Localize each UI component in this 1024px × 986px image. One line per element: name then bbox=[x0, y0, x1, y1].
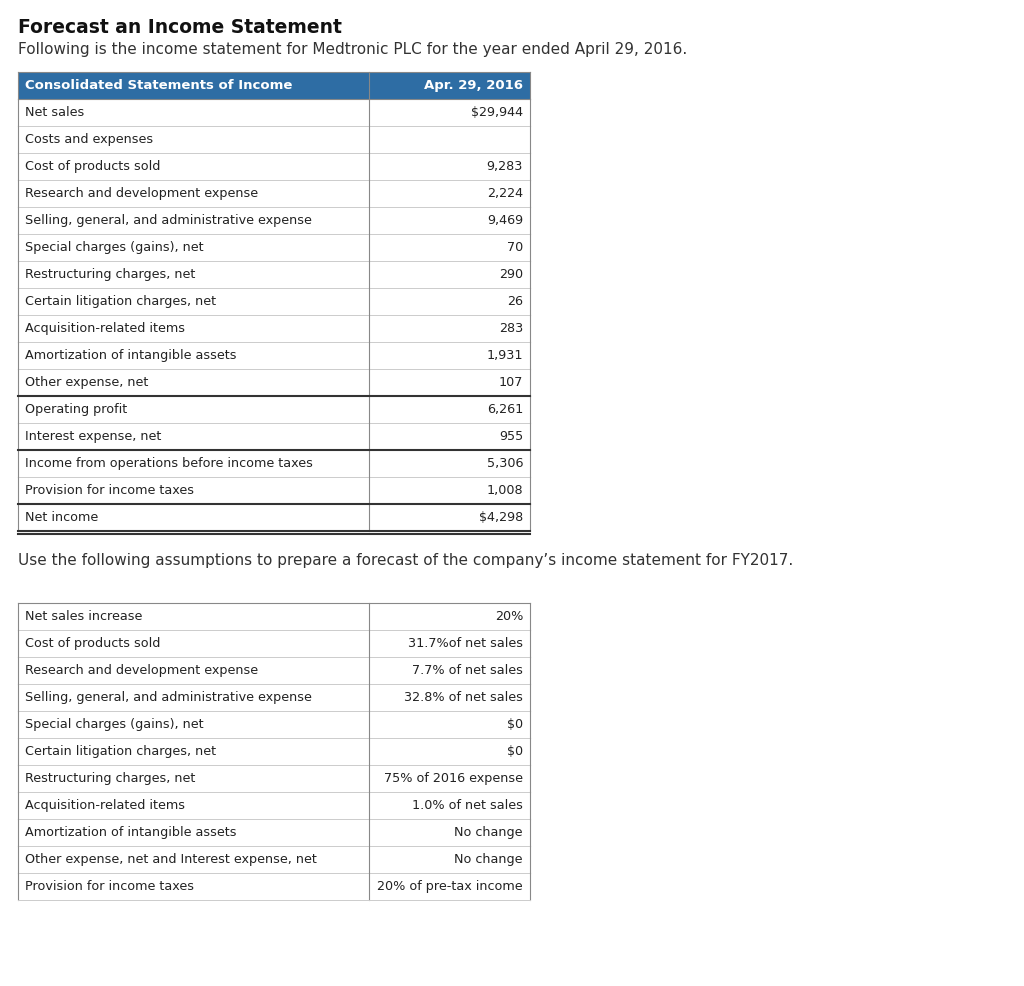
Bar bbox=[18, 792, 530, 819]
Text: Acquisition-related items: Acquisition-related items bbox=[25, 322, 185, 335]
Bar bbox=[18, 504, 530, 531]
Text: Selling, general, and administrative expense: Selling, general, and administrative exp… bbox=[25, 214, 312, 227]
Text: Cost of products sold: Cost of products sold bbox=[25, 160, 161, 173]
Bar bbox=[18, 630, 530, 657]
Text: Provision for income taxes: Provision for income taxes bbox=[25, 484, 194, 497]
Text: 9,283: 9,283 bbox=[486, 160, 523, 173]
Text: Net sales increase: Net sales increase bbox=[25, 610, 142, 623]
Text: Costs and expenses: Costs and expenses bbox=[25, 133, 154, 146]
Text: 283: 283 bbox=[499, 322, 523, 335]
Bar bbox=[18, 423, 530, 450]
Text: $4,298: $4,298 bbox=[479, 511, 523, 524]
Text: 5,306: 5,306 bbox=[486, 457, 523, 470]
Bar bbox=[18, 765, 530, 792]
Text: Certain litigation charges, net: Certain litigation charges, net bbox=[25, 295, 216, 308]
Text: 9,469: 9,469 bbox=[486, 214, 523, 227]
Text: 7.7% of net sales: 7.7% of net sales bbox=[412, 664, 523, 677]
Text: 20%: 20% bbox=[495, 610, 523, 623]
Text: Special charges (gains), net: Special charges (gains), net bbox=[25, 241, 204, 254]
Text: Special charges (gains), net: Special charges (gains), net bbox=[25, 718, 204, 731]
Text: 31.7%of net sales: 31.7%of net sales bbox=[408, 637, 523, 650]
Bar bbox=[18, 180, 530, 207]
Bar bbox=[18, 99, 530, 126]
Bar bbox=[18, 450, 530, 477]
Bar bbox=[18, 315, 530, 342]
Text: Acquisition-related items: Acquisition-related items bbox=[25, 799, 185, 812]
Text: Restructuring charges, net: Restructuring charges, net bbox=[25, 772, 196, 785]
Bar bbox=[18, 261, 530, 288]
Text: 1,931: 1,931 bbox=[486, 349, 523, 362]
Text: 107: 107 bbox=[499, 376, 523, 389]
Text: Selling, general, and administrative expense: Selling, general, and administrative exp… bbox=[25, 691, 312, 704]
Text: 20% of pre-tax income: 20% of pre-tax income bbox=[378, 880, 523, 893]
Bar bbox=[18, 684, 530, 711]
Text: Interest expense, net: Interest expense, net bbox=[25, 430, 162, 443]
Bar bbox=[18, 711, 530, 738]
Text: $0: $0 bbox=[507, 745, 523, 758]
Text: Apr. 29, 2016: Apr. 29, 2016 bbox=[424, 79, 523, 92]
Bar bbox=[18, 846, 530, 873]
Bar bbox=[18, 207, 530, 234]
Text: 70: 70 bbox=[507, 241, 523, 254]
Text: 290: 290 bbox=[499, 268, 523, 281]
Text: 75% of 2016 expense: 75% of 2016 expense bbox=[384, 772, 523, 785]
Text: $0: $0 bbox=[507, 718, 523, 731]
Text: Income from operations before income taxes: Income from operations before income tax… bbox=[25, 457, 313, 470]
Text: Operating profit: Operating profit bbox=[25, 403, 127, 416]
Text: $29,944: $29,944 bbox=[471, 106, 523, 119]
Bar bbox=[18, 342, 530, 369]
Bar bbox=[18, 396, 530, 423]
Bar bbox=[18, 72, 530, 99]
Text: No change: No change bbox=[455, 853, 523, 866]
Bar bbox=[18, 657, 530, 684]
Bar bbox=[18, 369, 530, 396]
Text: Following is the income statement for Medtronic PLC for the year ended April 29,: Following is the income statement for Me… bbox=[18, 42, 687, 57]
Text: Research and development expense: Research and development expense bbox=[25, 187, 258, 200]
Bar bbox=[18, 234, 530, 261]
Text: Amortization of intangible assets: Amortization of intangible assets bbox=[25, 349, 237, 362]
Text: Consolidated Statements of Income: Consolidated Statements of Income bbox=[25, 79, 293, 92]
Text: 955: 955 bbox=[499, 430, 523, 443]
Text: Use the following assumptions to prepare a forecast of the company’s income stat: Use the following assumptions to prepare… bbox=[18, 553, 794, 568]
Bar bbox=[18, 873, 530, 900]
Bar bbox=[18, 288, 530, 315]
Text: No change: No change bbox=[455, 826, 523, 839]
Text: Certain litigation charges, net: Certain litigation charges, net bbox=[25, 745, 216, 758]
Bar bbox=[18, 738, 530, 765]
Text: Cost of products sold: Cost of products sold bbox=[25, 637, 161, 650]
Text: Restructuring charges, net: Restructuring charges, net bbox=[25, 268, 196, 281]
Text: 6,261: 6,261 bbox=[486, 403, 523, 416]
Text: Other expense, net and Interest expense, net: Other expense, net and Interest expense,… bbox=[25, 853, 316, 866]
Text: Amortization of intangible assets: Amortization of intangible assets bbox=[25, 826, 237, 839]
Bar bbox=[18, 819, 530, 846]
Bar bbox=[18, 153, 530, 180]
Text: Other expense, net: Other expense, net bbox=[25, 376, 148, 389]
Text: 1.0% of net sales: 1.0% of net sales bbox=[412, 799, 523, 812]
Bar bbox=[18, 126, 530, 153]
Text: Net income: Net income bbox=[25, 511, 98, 524]
Bar bbox=[18, 603, 530, 630]
Bar bbox=[18, 477, 530, 504]
Text: Forecast an Income Statement: Forecast an Income Statement bbox=[18, 18, 342, 37]
Text: Provision for income taxes: Provision for income taxes bbox=[25, 880, 194, 893]
Text: 32.8% of net sales: 32.8% of net sales bbox=[404, 691, 523, 704]
Text: 2,224: 2,224 bbox=[486, 187, 523, 200]
Text: Research and development expense: Research and development expense bbox=[25, 664, 258, 677]
Text: 26: 26 bbox=[507, 295, 523, 308]
Text: Net sales: Net sales bbox=[25, 106, 84, 119]
Text: 1,008: 1,008 bbox=[486, 484, 523, 497]
